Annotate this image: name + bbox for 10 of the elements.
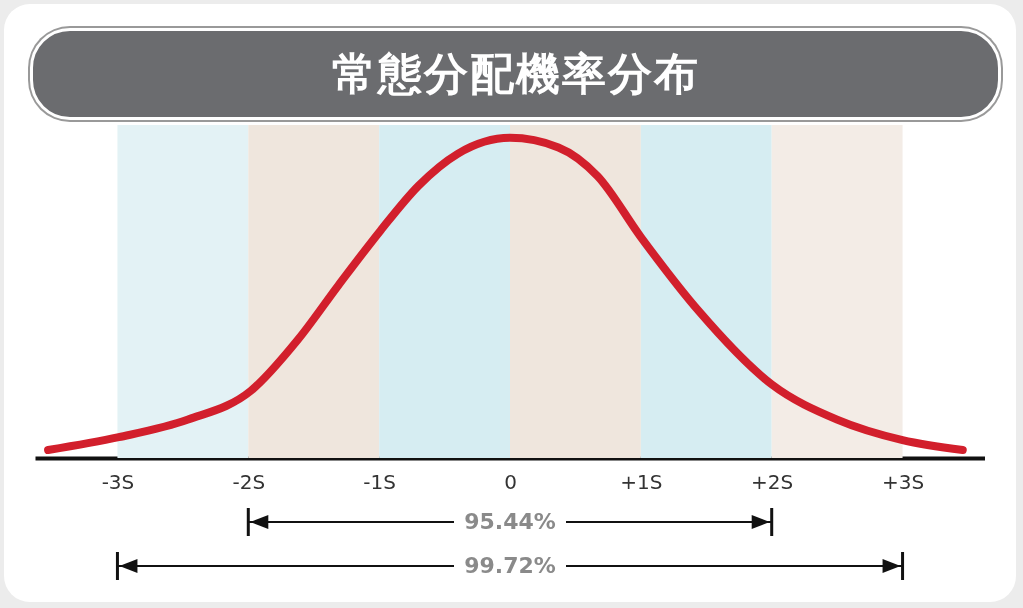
x-tick-label: -3S — [101, 469, 135, 494]
x-tick-label: 0 — [504, 469, 517, 494]
x-tick-label: +2S — [751, 469, 794, 494]
x-tick-label: +1S — [620, 469, 663, 494]
chart-title: 常態分配機率分布 — [30, 28, 1001, 120]
x-tick-label: -2S — [232, 469, 266, 494]
text: 95.44% — [464, 509, 556, 534]
x-tick-label: +3S — [881, 469, 925, 494]
text: 99.72% — [464, 553, 556, 578]
x-tick-label: -1S — [363, 469, 396, 494]
